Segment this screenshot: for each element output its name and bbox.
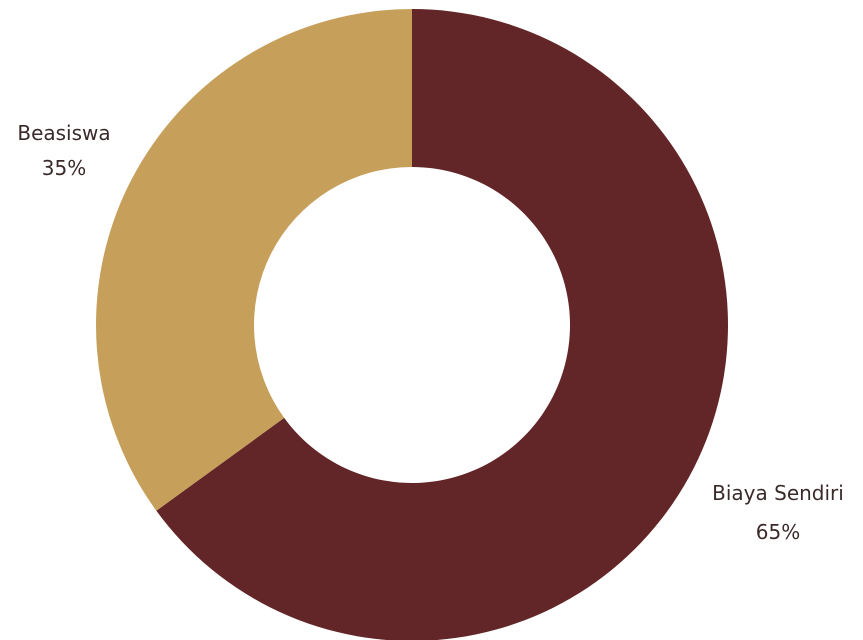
slice-label-beasiswa-name: Beasiswa bbox=[17, 121, 110, 145]
slice-biaya-sendiri bbox=[156, 9, 728, 640]
slice-label-biaya-sendiri-name: Biaya Sendiri bbox=[712, 481, 844, 505]
slice-label-biaya-sendiri-value: 65% bbox=[756, 520, 800, 544]
slice-beasiswa bbox=[96, 9, 413, 511]
labels-layer: Beasiswa 35% Biaya Sendiri 65% bbox=[17, 121, 844, 544]
slices-layer bbox=[96, 9, 728, 640]
slice-label-beasiswa-value: 35% bbox=[42, 156, 86, 180]
